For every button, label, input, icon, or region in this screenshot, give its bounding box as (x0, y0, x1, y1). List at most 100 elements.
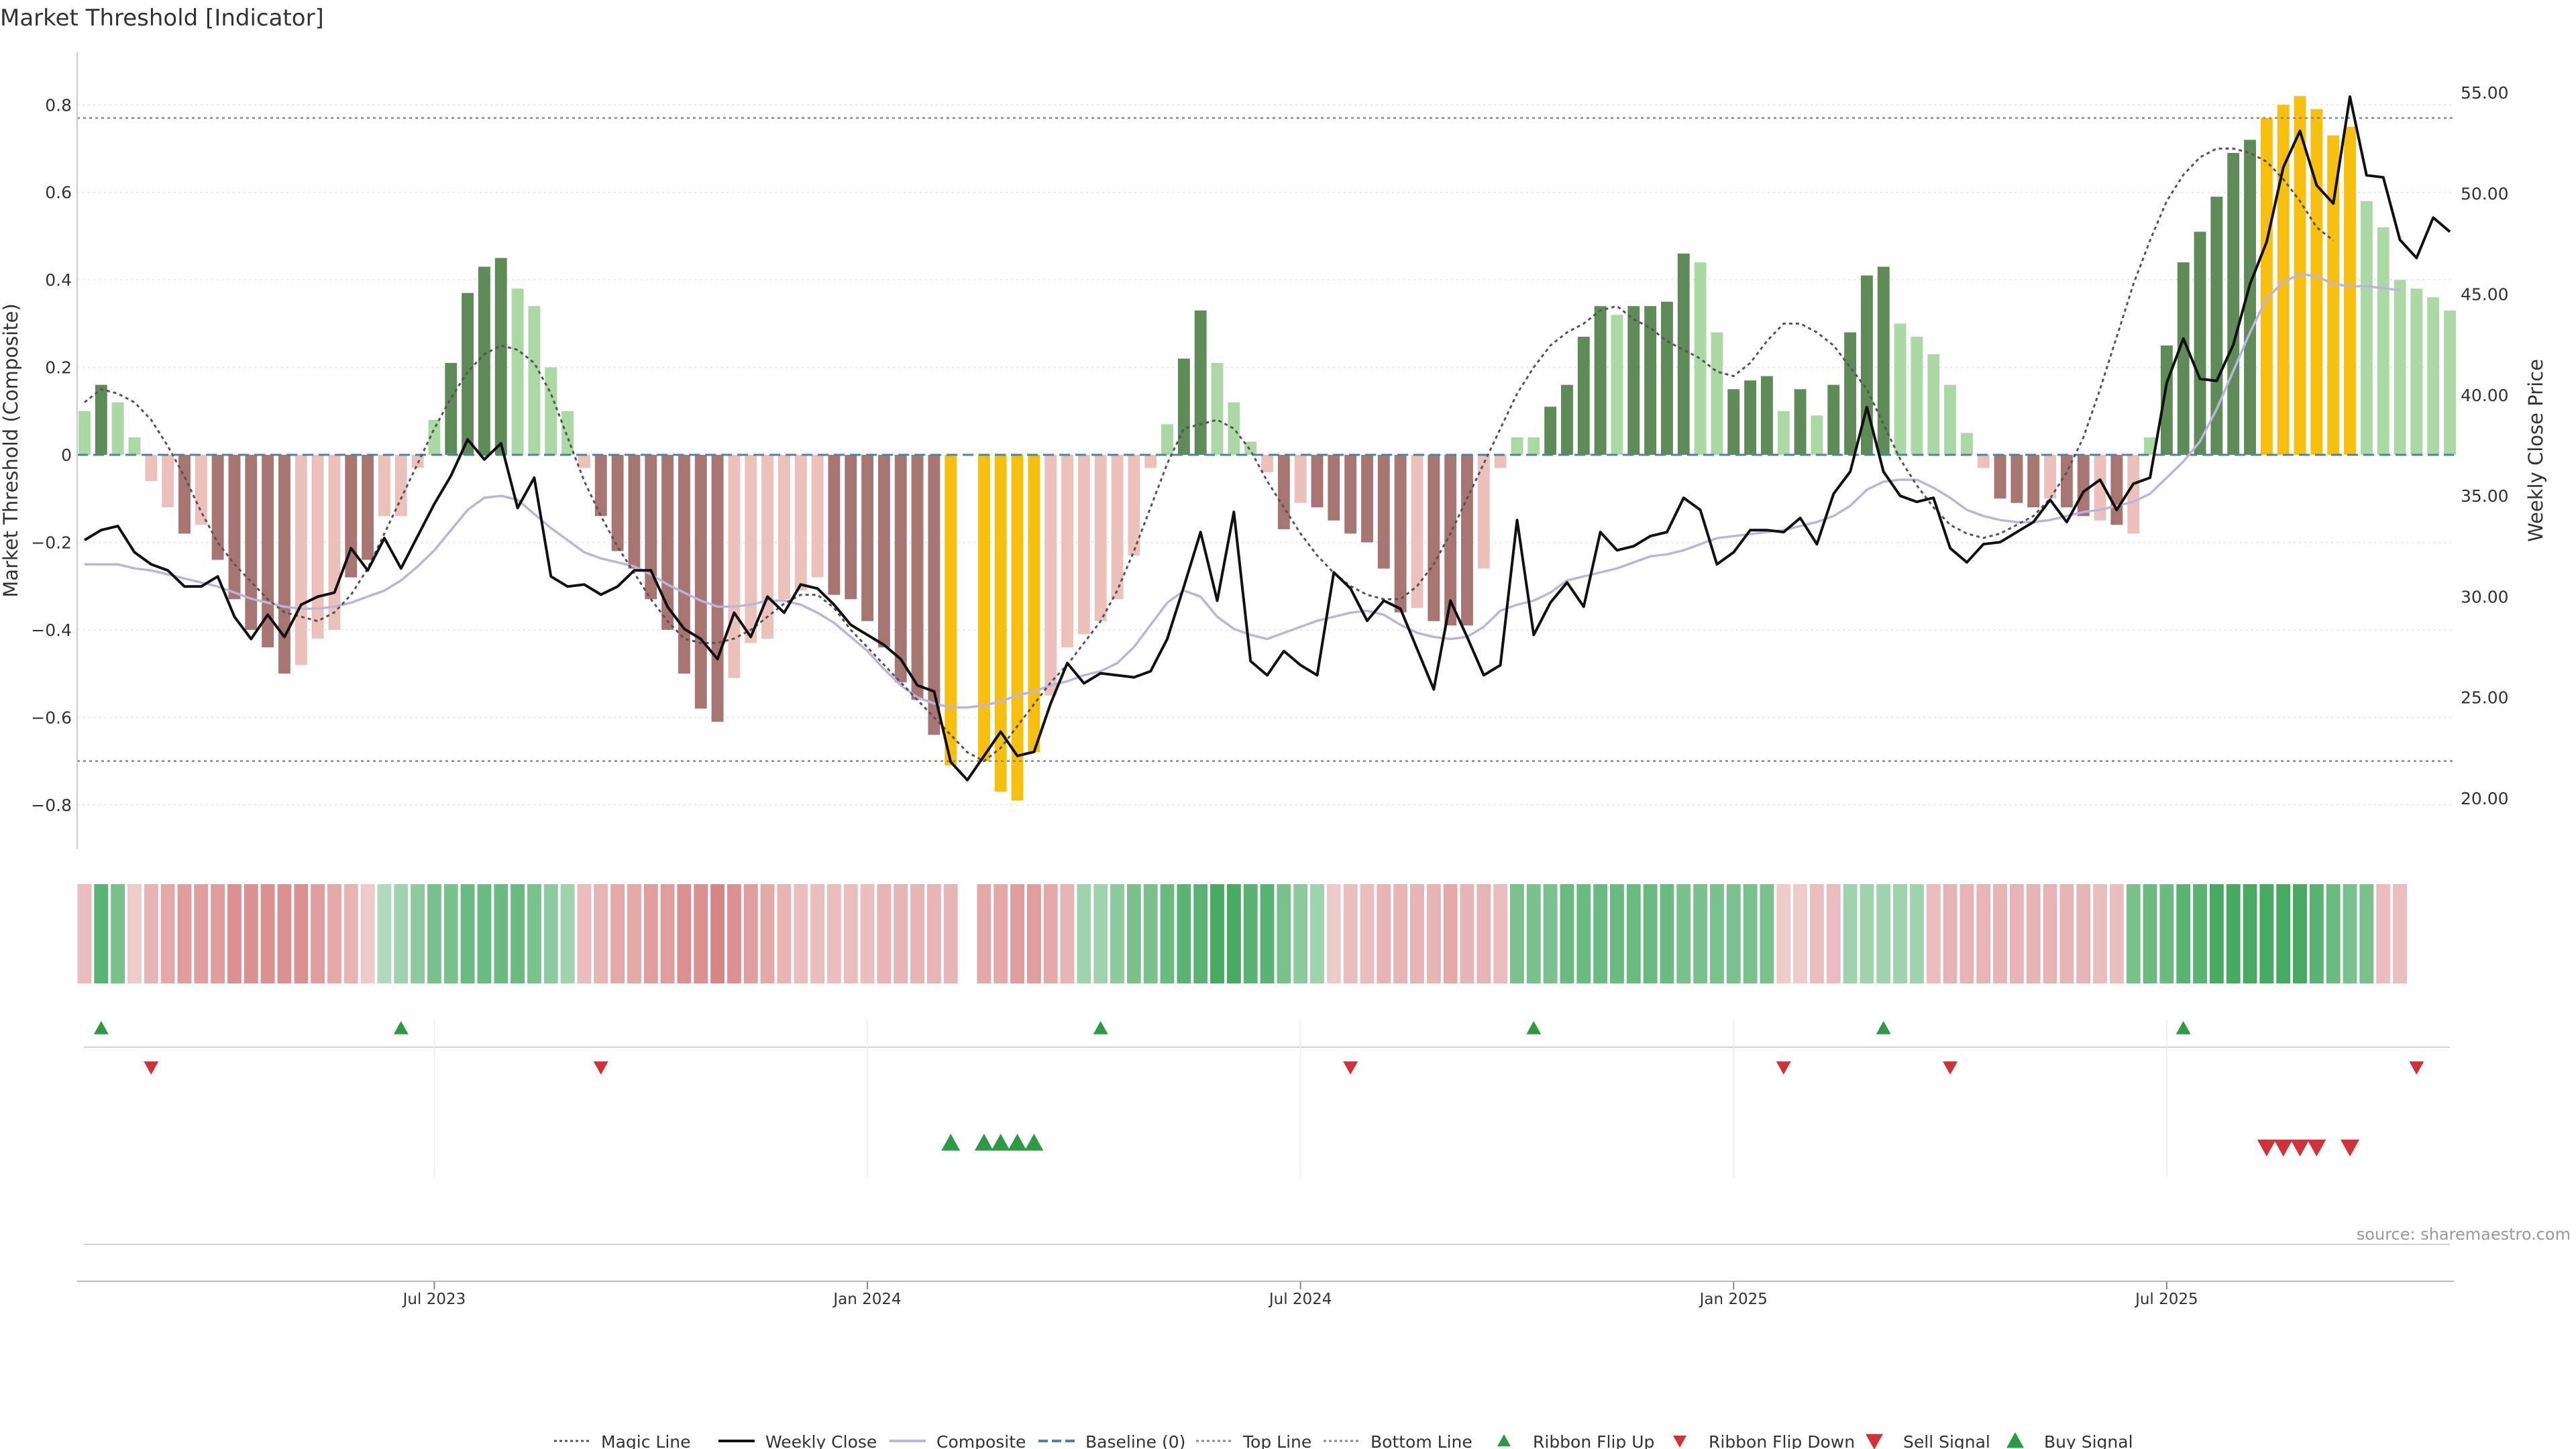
composite-bar (294, 455, 307, 665)
ribbon-cell (294, 884, 309, 983)
composite-bar (1711, 332, 1723, 455)
y-tick-label: 0.4 (45, 270, 72, 290)
composite-bar (994, 455, 1007, 792)
sell-signal-marker (2341, 1139, 2360, 1157)
legend-item: Top Line (1196, 1432, 1311, 1449)
composite-bar (694, 455, 707, 709)
composite-bar (2410, 288, 2423, 455)
y-tick-label: −0.8 (31, 796, 72, 815)
composite-bar (1827, 384, 1840, 455)
magic-line (84, 148, 2334, 763)
composite-bar (1944, 384, 1957, 455)
composite-bar (1494, 455, 1507, 468)
ribbon-flip-down-marker (1943, 1061, 1958, 1075)
composite-bar (462, 292, 474, 455)
composite-bar (95, 384, 107, 455)
composite-bar (494, 258, 507, 455)
composite-bar (1577, 336, 1590, 455)
composite-bar (794, 455, 807, 591)
ribbon-cell (127, 884, 142, 983)
composite-bar (545, 367, 557, 455)
composite-bar (2360, 201, 2373, 455)
ribbon-cell (1660, 884, 1674, 983)
composite-bar (2144, 437, 2156, 455)
composite-bar (1311, 455, 1324, 508)
y-tick-label: −0.6 (31, 708, 72, 727)
composite-bar (861, 455, 873, 621)
ribbon-cell (360, 884, 375, 983)
composite-bar (2127, 455, 2140, 534)
ribbon-cell (2193, 884, 2207, 983)
ribbon-cell (1893, 884, 1908, 983)
ribbon-cell (2393, 884, 2407, 983)
composite-bar (1244, 441, 1257, 455)
composite-bar (2294, 96, 2306, 455)
composite-bar (777, 455, 790, 600)
composite-bar (1028, 455, 1040, 753)
y2-tick-label: 55.00 (2461, 83, 2509, 103)
sell-signal-marker (2257, 1139, 2276, 1157)
ribbon-flip-up-marker (2176, 1021, 2191, 1034)
composite-bar (2394, 280, 2406, 455)
ribbon-cell (2026, 884, 2041, 983)
composite-bar (678, 455, 690, 674)
composite-bar (1061, 455, 1073, 647)
ribbon-cell (1593, 884, 1608, 983)
composite-bar (78, 411, 91, 455)
ribbon-cell (627, 884, 641, 983)
composite-bar (1194, 310, 1207, 455)
ribbon-cell (677, 884, 692, 983)
ribbon-flip-up-marker (393, 1021, 409, 1034)
ribbon-cell (710, 884, 725, 983)
ribbon-cell (244, 884, 258, 983)
sell-signal-marker (2290, 1139, 2310, 1157)
composite-bar (1511, 437, 1523, 455)
ribbon-cell (1126, 884, 1141, 983)
composite-bar (428, 419, 441, 455)
ribbon-cell (1360, 884, 1375, 983)
ribbon-cell (1293, 884, 1308, 983)
ribbon-cell (643, 884, 658, 983)
ribbon-cell (194, 884, 209, 983)
composite-bar (645, 455, 657, 600)
composite-bar (1094, 455, 1107, 621)
composite-bar (145, 455, 158, 482)
ribbon-cell (1426, 884, 1441, 983)
ribbon-cell (1477, 884, 1491, 983)
ribbon-strip (77, 884, 2407, 983)
composite-bar (1177, 358, 1190, 455)
composite-bar (1361, 455, 1373, 543)
composite-bar (1877, 266, 1890, 455)
composite-bar (1777, 411, 1790, 455)
ribbon-cell (1526, 884, 1541, 983)
x-tick-label: Jul 2023 (402, 1291, 466, 1308)
composite-bar (2244, 140, 2256, 455)
ribbon-cell (1177, 884, 1191, 983)
composite-bar (1328, 455, 1340, 521)
composite-bar (1294, 455, 1307, 503)
ribbon-cell (460, 884, 475, 983)
composite-bar (1960, 433, 1973, 455)
composite-bar (1128, 455, 1140, 556)
x-tick-label: Jan 2024 (832, 1291, 901, 1308)
ribbon-cell (2343, 884, 2357, 983)
ribbon-cell (743, 884, 758, 983)
y2-axis-label: Weekly Close Price (2524, 359, 2547, 542)
ribbon-cell (843, 884, 858, 983)
y2-tick-label: 20.00 (2461, 789, 2509, 808)
ribbon-cell (427, 884, 441, 983)
ribbon-cell (594, 884, 608, 983)
composite-bar (2227, 153, 2240, 455)
source-note: source: sharemaestro.com (2357, 1225, 2571, 1244)
y2-tick-label: 45.00 (2461, 285, 2509, 305)
composite-bar (1894, 323, 1907, 455)
ribbon-cell (1026, 884, 1041, 983)
ribbon-cell (1793, 884, 1808, 983)
composite-bar (2260, 117, 2273, 455)
composite-bar (328, 455, 341, 630)
composite-bar (2377, 227, 2390, 455)
ribbon-cell (2176, 884, 2191, 983)
composite-bar (2427, 297, 2440, 455)
ribbon-cell (211, 884, 225, 983)
composite-bar (1444, 455, 1457, 626)
